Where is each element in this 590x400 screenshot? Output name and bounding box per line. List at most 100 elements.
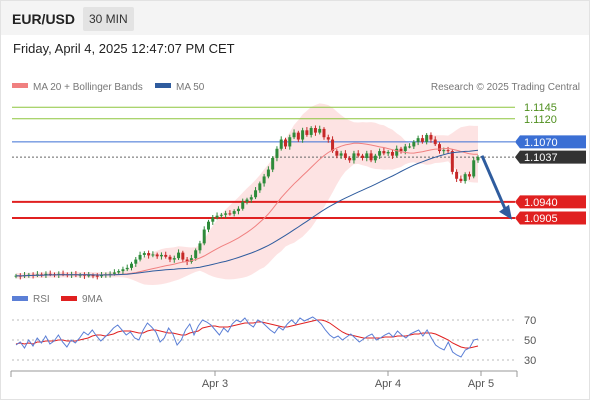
candle-body bbox=[339, 153, 343, 156]
candle-body bbox=[365, 153, 369, 158]
candle-body bbox=[215, 215, 219, 218]
candle-body bbox=[356, 153, 360, 156]
legend-swatch-9ma bbox=[61, 296, 77, 301]
candle-body bbox=[288, 137, 292, 147]
level-label-current: 1.1037 bbox=[524, 152, 558, 164]
candle-body bbox=[142, 253, 146, 255]
candle-body bbox=[343, 153, 347, 158]
candle-body bbox=[322, 128, 326, 138]
candle-body bbox=[412, 141, 416, 147]
symbol-title: EUR/USD bbox=[12, 11, 76, 27]
forecast-arrow-shaft bbox=[480, 155, 507, 210]
level-tag-support bbox=[515, 211, 586, 225]
candle-body bbox=[305, 130, 309, 135]
level-label-pivot: 1.1070 bbox=[524, 137, 558, 149]
candle-body bbox=[198, 243, 202, 251]
rsi-tick-label: 70 bbox=[524, 315, 536, 327]
candle-body bbox=[121, 269, 125, 272]
candle-body bbox=[254, 190, 258, 198]
candle-body bbox=[185, 259, 189, 262]
candle-body bbox=[258, 183, 262, 191]
credit: Research © 2025 Trading Central bbox=[431, 82, 580, 93]
candle-body bbox=[296, 132, 300, 140]
candle-body bbox=[91, 275, 95, 277]
candle-body bbox=[408, 146, 412, 148]
level-tag-support bbox=[515, 195, 586, 209]
candle-body bbox=[378, 151, 382, 156]
level-tag-pivot bbox=[515, 135, 586, 149]
candle-body bbox=[48, 273, 52, 275]
candle-body bbox=[249, 197, 253, 200]
level-tag-current bbox=[515, 150, 586, 164]
rsi-line bbox=[15, 316, 479, 358]
candle-body bbox=[245, 199, 249, 202]
candle-body bbox=[390, 152, 394, 156]
candle-body bbox=[382, 151, 386, 154]
candle-body bbox=[399, 148, 403, 152]
candle-body bbox=[112, 272, 116, 274]
candle-body bbox=[130, 263, 133, 268]
level-label-support: 1.0940 bbox=[524, 197, 558, 209]
x-tick-label: Apr 5 bbox=[468, 378, 494, 390]
candle-body bbox=[403, 146, 407, 152]
candle-body bbox=[117, 271, 121, 273]
candle-body bbox=[331, 139, 335, 152]
candle-body bbox=[313, 128, 317, 133]
legend-ma20: MA 20 + Bollinger Bands bbox=[33, 82, 143, 93]
rsi-ma-line bbox=[15, 319, 479, 349]
candle-body bbox=[438, 144, 441, 152]
candle-body bbox=[219, 214, 223, 216]
candle-body bbox=[228, 213, 232, 215]
candle-body bbox=[266, 169, 270, 177]
candle-body bbox=[369, 153, 373, 161]
candle-body bbox=[352, 153, 356, 161]
candle-body bbox=[425, 134, 429, 142]
legend-9ma: 9MA bbox=[82, 294, 103, 305]
candle-body bbox=[348, 158, 352, 161]
candle-body bbox=[442, 150, 446, 152]
legend-rsi: RSI bbox=[33, 294, 50, 305]
candle-body bbox=[373, 155, 377, 161]
candle-body bbox=[159, 254, 163, 257]
candle-body bbox=[164, 254, 168, 257]
candle-body bbox=[279, 139, 283, 149]
candle-body bbox=[236, 208, 240, 212]
candle-body bbox=[138, 254, 142, 260]
candle-body bbox=[207, 221, 210, 230]
candle-body bbox=[292, 132, 296, 138]
candle-body bbox=[446, 150, 450, 152]
candle-body bbox=[262, 176, 266, 184]
candle-body bbox=[87, 275, 91, 277]
level-label-resistance: 1.1120 bbox=[524, 114, 557, 126]
timestamp: Friday, April 4, 2025 12:47:07 PM CET bbox=[13, 41, 235, 56]
legend-ma50: MA 50 bbox=[176, 82, 205, 93]
candle-body bbox=[472, 160, 476, 177]
candle-body bbox=[476, 157, 480, 161]
candle-body bbox=[134, 259, 138, 264]
candle-body bbox=[177, 252, 181, 259]
candle-body bbox=[241, 201, 245, 209]
legend-swatch-rsi bbox=[12, 296, 28, 301]
candle-body bbox=[151, 254, 155, 256]
level-label-support: 1.0905 bbox=[524, 213, 558, 225]
bollinger-band bbox=[16, 103, 478, 286]
candle-body bbox=[194, 250, 198, 259]
x-tick-label: Apr 3 bbox=[202, 378, 228, 390]
level-label-resistance: 1.1145 bbox=[524, 102, 557, 114]
candle-body bbox=[318, 128, 322, 133]
timeframe-button[interactable]: 30 MIN bbox=[83, 7, 134, 31]
candle-body bbox=[433, 139, 437, 145]
candle-body bbox=[395, 148, 399, 156]
candle-body bbox=[416, 138, 420, 142]
candle-body bbox=[44, 273, 48, 275]
candle-body bbox=[211, 217, 215, 222]
candle-body bbox=[326, 137, 330, 140]
candle-body bbox=[429, 134, 433, 140]
candle-body bbox=[168, 256, 172, 260]
candle-body bbox=[459, 178, 463, 182]
candle-body bbox=[95, 275, 99, 277]
candle-body bbox=[301, 130, 305, 140]
legend-swatch-ma50 bbox=[155, 83, 171, 88]
candle-body bbox=[309, 128, 313, 135]
rsi-tick-label: 50 bbox=[524, 335, 536, 347]
